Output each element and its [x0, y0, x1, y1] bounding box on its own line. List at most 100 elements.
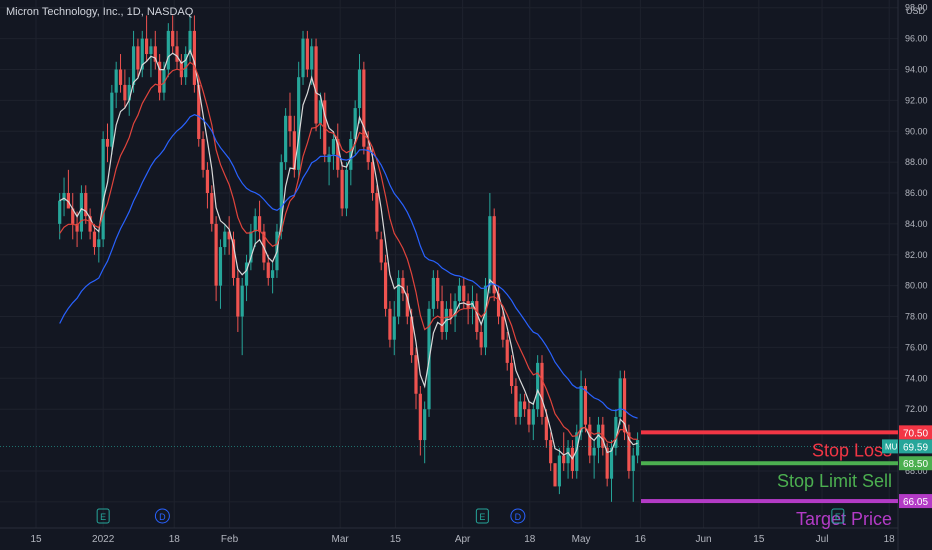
candle-body — [353, 108, 357, 139]
candle-body — [79, 193, 84, 232]
level-price-tag-text: 68.50 — [903, 459, 928, 470]
candle-body — [631, 455, 635, 471]
candle-body — [414, 355, 418, 394]
candle-body — [84, 193, 88, 217]
candle-body — [297, 77, 301, 170]
y-tick-label: 80.00 — [905, 281, 928, 291]
candle-body — [557, 455, 561, 487]
candle-body — [622, 378, 627, 433]
candle-body — [410, 316, 414, 356]
y-tick-label: 74.00 — [905, 373, 928, 383]
candle-body — [140, 38, 144, 70]
x-tick-label: May — [572, 534, 591, 545]
candle-body — [366, 146, 370, 163]
candle-body — [453, 301, 457, 317]
candle-body — [218, 247, 223, 286]
candle-body — [566, 447, 570, 464]
candle-body — [440, 301, 444, 332]
level-label: Stop Loss — [812, 440, 892, 460]
candle-body — [562, 455, 566, 464]
y-tick-label: 88.00 — [905, 157, 928, 167]
candle-body — [266, 262, 270, 278]
x-tick-label: 15 — [30, 534, 42, 545]
candle-body — [609, 447, 614, 479]
candle-body — [605, 447, 609, 479]
candle-body — [618, 378, 622, 417]
level-label: Stop Limit Sell — [777, 471, 892, 491]
earnings-marker: E — [475, 508, 489, 524]
indicator-line — [59, 48, 638, 460]
candle-body — [305, 38, 309, 70]
candle-body — [66, 193, 70, 209]
candle-body — [249, 231, 253, 263]
candle-body — [496, 293, 501, 317]
marker-letter: D — [159, 512, 166, 522]
level-line — [641, 499, 898, 504]
candle-body — [344, 169, 349, 209]
candle-body — [575, 432, 579, 471]
currency-label: USD — [906, 6, 926, 16]
candle-body — [253, 216, 257, 232]
marker-shape — [96, 508, 110, 524]
candle-body — [127, 84, 131, 101]
marker-shape — [510, 508, 526, 524]
candle-body — [145, 38, 149, 55]
x-tick-label: Feb — [221, 534, 239, 545]
last-price-tag: MU 69.59 — [882, 439, 932, 454]
candle-body — [492, 216, 496, 294]
candle-body — [405, 293, 409, 317]
x-tick-label: 18 — [169, 534, 181, 545]
level-price-tag-bg — [899, 456, 932, 471]
candle-body — [123, 84, 127, 101]
candle-body — [596, 424, 601, 448]
y-tick-label: 94.00 — [905, 64, 928, 74]
candle-body — [292, 131, 296, 170]
last-price-tag-text: 69.59 — [903, 442, 928, 453]
candle-body — [457, 285, 462, 302]
candle-body — [483, 285, 488, 348]
candle-body — [531, 409, 535, 425]
indicator-line — [59, 61, 638, 444]
candle-body — [288, 115, 292, 132]
candle-body — [314, 46, 318, 124]
y-tick-label: 96.00 — [905, 34, 928, 44]
x-tick-label: Jul — [816, 534, 829, 545]
candle-body — [110, 92, 114, 147]
candle-body — [397, 277, 401, 317]
candle-body — [375, 193, 379, 232]
x-tick-label: Apr — [455, 534, 471, 545]
candle-body — [401, 277, 405, 294]
candle-body — [614, 416, 618, 448]
candle-body — [114, 69, 118, 93]
candle-body — [175, 46, 179, 62]
candle-body — [392, 316, 396, 340]
candle-body — [588, 424, 592, 456]
x-tick-label: 18 — [524, 534, 536, 545]
y-tick-label: 98.00 — [905, 3, 928, 13]
marker-shape — [475, 508, 489, 524]
candle-body — [479, 331, 483, 348]
y-tick-label: 72.00 — [905, 404, 928, 414]
candle-body — [171, 30, 175, 47]
earnings-marker: E — [831, 508, 845, 524]
candle-body — [514, 386, 518, 417]
level-line — [641, 461, 898, 466]
candle-body — [214, 223, 218, 286]
candle-body — [327, 154, 331, 163]
candle-body — [88, 216, 92, 232]
candle-body — [244, 262, 249, 286]
candle-body — [205, 169, 210, 194]
candle-body — [488, 216, 492, 286]
candle-body — [553, 463, 557, 487]
candle-body — [279, 162, 283, 232]
x-tick-label: 16 — [635, 534, 647, 545]
candle-body — [536, 362, 540, 410]
candle-body — [583, 386, 588, 425]
candle-body — [540, 362, 544, 417]
candle-body — [101, 138, 105, 240]
candle-body — [383, 262, 388, 309]
x-tick-label: 18 — [884, 534, 896, 545]
y-tick-label: 76.00 — [905, 342, 928, 352]
candle-body — [340, 169, 344, 209]
